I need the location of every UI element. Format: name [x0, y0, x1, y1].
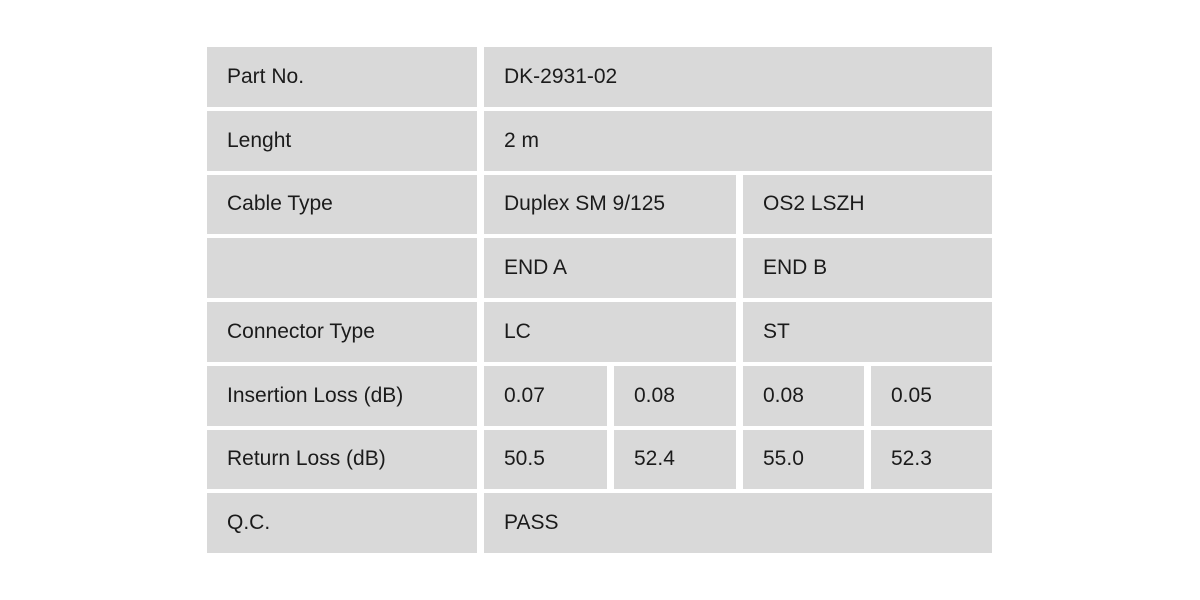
row-label-connector-type: Connector Type	[207, 302, 477, 362]
cell-insertion-loss-a2: 0.08	[614, 365, 736, 426]
cell-return-loss-b2: 52.3	[871, 429, 992, 490]
row-label-length: Lenght	[207, 110, 477, 171]
cell-return-loss-a2: 52.4	[614, 429, 736, 490]
row-label-part-no: Part No.	[207, 47, 477, 107]
cell-end-a-header: END A	[484, 238, 736, 298]
cell-insertion-loss-a1: 0.07	[484, 365, 607, 426]
cell-cable-type-spec: Duplex SM 9/125	[484, 174, 736, 235]
row-label-return-loss: Return Loss (dB)	[207, 429, 477, 490]
cell-insertion-loss-b1: 0.08	[743, 365, 864, 426]
spec-table: Part No. DK-2931-02 Lenght 2 m Cable Typ…	[207, 47, 992, 553]
row-label-qc: Q.C.	[207, 493, 477, 553]
cell-qc-result: PASS	[484, 493, 992, 553]
cell-connector-end-a: LC	[484, 302, 736, 362]
row-label-insertion-loss: Insertion Loss (dB)	[207, 365, 477, 426]
cell-connector-end-b: ST	[743, 302, 992, 362]
cell-return-loss-b1: 55.0	[743, 429, 864, 490]
cell-end-b-header: END B	[743, 238, 992, 298]
cell-insertion-loss-b2: 0.05	[871, 365, 992, 426]
cell-part-no-value: DK-2931-02	[484, 47, 992, 107]
cell-length-value: 2 m	[484, 110, 992, 171]
row-label-empty	[207, 238, 477, 298]
cell-cable-type-jacket: OS2 LSZH	[743, 174, 992, 235]
cell-return-loss-a1: 50.5	[484, 429, 607, 490]
row-label-cable-type: Cable Type	[207, 174, 477, 235]
